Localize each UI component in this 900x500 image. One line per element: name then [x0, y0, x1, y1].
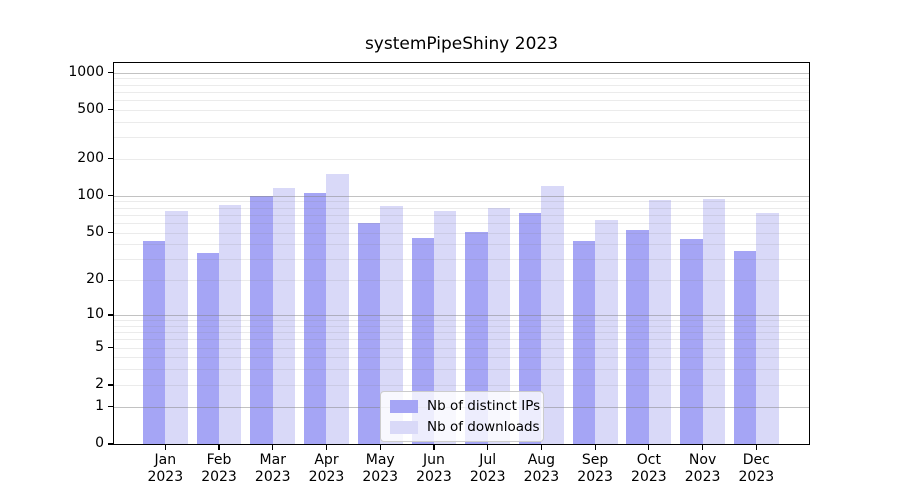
x-tick-dec [755, 445, 757, 450]
x-tick-jul [487, 445, 489, 450]
downloads-bar-feb [219, 204, 242, 444]
x-tick-label-jan: Jan 2023 [147, 452, 184, 485]
x-tick-feb [218, 445, 220, 450]
minor-gridline-700 [114, 91, 809, 93]
ips-bar-aug [519, 212, 542, 444]
ips-bar-may [357, 222, 381, 444]
x-tick-label-feb: Feb 2023 [201, 452, 237, 485]
minor-gridline-400 [114, 121, 809, 123]
downloads-bar-apr [326, 174, 349, 444]
x-tick-label-nov: Nov 2023 [684, 452, 721, 485]
x-tick-label-oct: Oct 2023 [631, 452, 667, 485]
legend-swatch-distinct-ips [390, 399, 418, 413]
ips-bar-mar [250, 195, 273, 444]
y-tick-200 [108, 158, 113, 160]
legend-label-distinct-ips: Nb of distinct IPs [427, 398, 541, 414]
downloads-bar-may [380, 205, 403, 444]
y-tick-label-5: 5 [95, 338, 104, 355]
legend-item-distinct-ips: Nb of distinct IPs [390, 398, 540, 414]
downloads-bar-nov [702, 199, 725, 444]
minor-gridline-300 [114, 137, 809, 139]
y-tick-2 [108, 384, 113, 386]
y-tick-label-1: 1 [95, 397, 104, 414]
minor-gridline-600 [114, 99, 809, 101]
minor-gridline-800 [114, 84, 809, 86]
y-tick-label-0: 0 [95, 435, 104, 451]
y-tick-0 [108, 443, 113, 445]
x-tick-aug [540, 445, 542, 450]
y-tick-label-2: 2 [95, 375, 104, 392]
x-tick-nov [702, 445, 704, 450]
ips-bar-nov [680, 239, 703, 444]
legend-item-downloads: Nb of downloads [390, 419, 540, 435]
y-tick-label-200: 200 [77, 149, 104, 166]
x-tick-label-apr: Apr 2023 [308, 452, 345, 485]
x-tick-label-may: May 2023 [362, 452, 399, 485]
legend-label-downloads: Nb of downloads [427, 419, 540, 435]
major-gridline-100 [114, 195, 809, 197]
x-tick-label-sep: Sep 2023 [577, 452, 613, 485]
x-tick-label-mar: Mar 2023 [254, 452, 291, 485]
ips-bar-sep [572, 240, 596, 444]
y-tick-label-20: 20 [86, 271, 104, 288]
ips-bar-dec [733, 251, 757, 444]
x-tick-may [379, 445, 381, 450]
x-tick-label-aug: Aug 2023 [523, 452, 560, 485]
ips-bar-apr [304, 193, 327, 444]
minor-gridline-900 [114, 78, 809, 80]
downloads-bar-jan [165, 211, 188, 444]
legend-swatch-downloads [390, 420, 418, 434]
downloads-bar-sep [595, 219, 618, 444]
downloads-bar-jul [487, 208, 511, 444]
y-tick-1000 [108, 71, 113, 74]
y-tick-500 [108, 109, 113, 111]
legend: Nb of distinct IPs Nb of downloads [380, 391, 544, 442]
y-tick-label-10: 10 [86, 306, 104, 323]
plot-inner [114, 63, 809, 444]
ips-bar-jul [465, 231, 488, 444]
minor-gridline-500 [114, 109, 809, 111]
downloads-bar-mar [272, 188, 296, 444]
ips-bar-feb [196, 252, 220, 444]
x-tick-sep [594, 445, 596, 450]
x-tick-oct [648, 445, 650, 450]
y-tick-label-100: 100 [77, 186, 104, 203]
x-tick-jun [433, 445, 435, 450]
y-tick-label-1000: 1000 [68, 63, 104, 80]
x-tick-apr [325, 445, 328, 450]
downloads-bar-oct [648, 199, 672, 444]
ips-bar-oct [626, 229, 649, 444]
y-tick-1 [108, 406, 113, 408]
y-tick-10 [108, 314, 113, 316]
plot-area [113, 62, 810, 445]
x-tick-label-jun: Jun 2023 [416, 452, 452, 485]
y-tick-50 [108, 232, 113, 234]
chart-title: systemPipeShiny 2023 [364, 34, 559, 54]
y-tick-label-50: 50 [86, 223, 104, 240]
x-tick-mar [272, 445, 274, 450]
major-gridline-1000 [114, 72, 809, 74]
y-tick-5 [108, 347, 113, 349]
downloads-bar-dec [756, 212, 779, 444]
y-tick-label-500: 500 [77, 100, 104, 117]
ips-bar-jan [142, 240, 166, 444]
y-tick-100 [108, 195, 113, 197]
x-tick-label-dec: Dec 2023 [738, 452, 775, 485]
downloads-bar-jun [433, 211, 457, 444]
y-tick-20 [108, 279, 113, 281]
x-tick-jan [164, 445, 166, 450]
downloads-bar-aug [541, 186, 564, 444]
x-tick-label-jul: Jul 2023 [469, 452, 506, 485]
minor-gridline-200 [114, 158, 809, 160]
